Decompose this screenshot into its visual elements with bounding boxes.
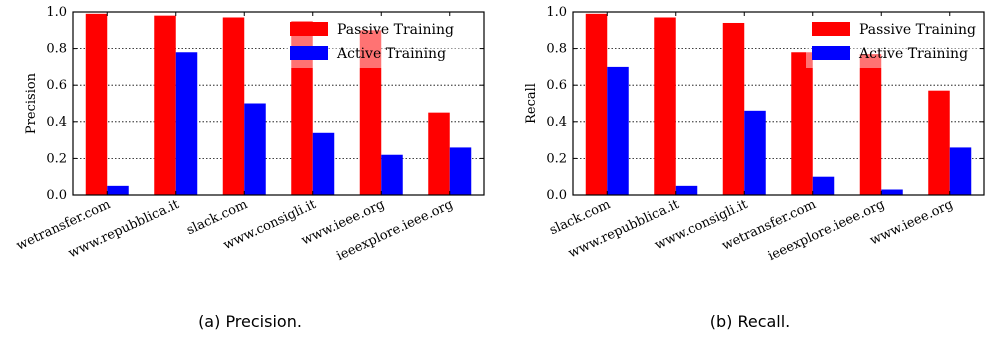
y-tick-label: 0.0 (546, 188, 567, 203)
bar-passive (928, 90, 950, 195)
y-tick-label: 1.0 (46, 5, 67, 20)
y-tick-label: 0.6 (546, 78, 567, 93)
bar-active (675, 185, 698, 195)
bar-passive (791, 52, 813, 196)
legend-swatch-passive (812, 22, 850, 36)
y-tick-label: 1.0 (546, 5, 567, 20)
legend-label-passive: Passive Training (859, 22, 976, 38)
x-tick-label: ieeexplore.ieee.org (766, 197, 887, 264)
legend-swatch-passive (290, 22, 328, 36)
plot-frame (572, 11, 985, 196)
bar-passive (859, 54, 882, 196)
bar-passive (291, 21, 313, 196)
legend-label-active: Active Training (858, 46, 968, 62)
y-tick-label: 0.4 (546, 115, 567, 130)
bar-passive (222, 17, 245, 195)
x-tick-label: ieeexplore.ieee.org (334, 197, 455, 264)
caption-precision: (a) Precision. (198, 312, 302, 331)
legend-swatch-active (290, 46, 328, 60)
y-tick-label: 0.8 (546, 42, 567, 57)
bar-passive (585, 13, 608, 195)
legend-label-passive: Passive Training (337, 22, 454, 38)
plot-frame (72, 11, 485, 196)
bar-active (107, 185, 129, 195)
y-tick-label: 0.2 (546, 151, 567, 166)
y-tick-label: 0.6 (46, 78, 67, 93)
chart-recall: 0.00.20.40.60.81.0Recallslack.comwww.rep… (524, 5, 985, 264)
bar-active (312, 132, 335, 195)
bar-active (881, 189, 903, 195)
bar-passive (359, 30, 382, 195)
bar-active (175, 52, 198, 196)
bar-active (607, 66, 629, 196)
x-tick-label: www.repubblica.it (66, 197, 182, 262)
bar-active (381, 154, 403, 195)
bar-active (812, 176, 835, 195)
bar-passive (654, 17, 676, 195)
x-tick-label: www.repubblica.it (566, 197, 682, 262)
chart-precision: 0.00.20.40.60.81.0Precisionwetransfer.co… (14, 5, 485, 264)
bar-passive (85, 13, 108, 195)
y-axis-label: Recall (524, 83, 539, 124)
bar-active (244, 103, 266, 195)
legend-label-active: Active Training (336, 46, 446, 62)
bar-active (949, 147, 972, 195)
y-tick-label: 0.2 (46, 151, 67, 166)
y-tick-label: 0.4 (46, 115, 67, 130)
bar-active (744, 110, 766, 195)
caption-recall: (b) Recall. (709, 312, 791, 331)
bar-passive (428, 112, 450, 195)
legend-swatch-active (812, 46, 850, 60)
y-tick-label: 0.0 (46, 188, 67, 203)
bar-active (449, 147, 472, 195)
bar-passive (722, 22, 745, 196)
y-axis-label: Precision (24, 72, 39, 134)
y-tick-label: 0.8 (46, 42, 67, 57)
bar-passive (154, 15, 176, 195)
